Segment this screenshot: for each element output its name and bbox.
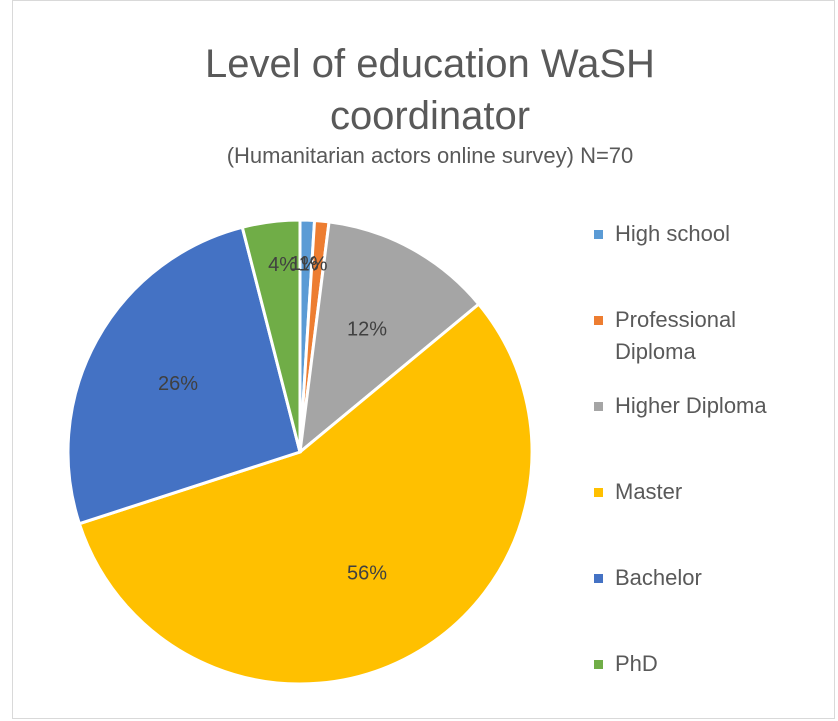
legend-marker [594,660,603,669]
pie-slice [77,302,534,686]
pie-slice [298,220,481,456]
legend-label: Master [615,479,683,504]
pie-slice [240,218,302,453]
legend-label: PhD [615,651,658,676]
legend-marker [594,230,603,239]
legend-marker [594,574,603,583]
legend-marker [594,316,603,325]
legend-label: High school [615,221,730,246]
chart-frame [12,0,835,719]
legend-marker [594,402,603,411]
chart-title: Level of education WaSH coordinator [205,42,655,138]
legend-label: Higher Diploma [615,393,767,418]
data-label: 1% [290,253,319,275]
chart-subtitle: (Humanitarian actors online survey) N=70 [226,143,634,168]
legend-label: Bachelor [615,565,702,590]
data-label: 26% [158,373,198,395]
pie-slice [66,225,302,526]
legend-marker [594,488,603,497]
data-label: 12% [347,318,387,340]
data-label: 1% [299,254,328,276]
legend-label: Professional Diploma [615,307,737,364]
data-label: 4% [268,254,297,276]
data-label: 56% [347,562,387,584]
